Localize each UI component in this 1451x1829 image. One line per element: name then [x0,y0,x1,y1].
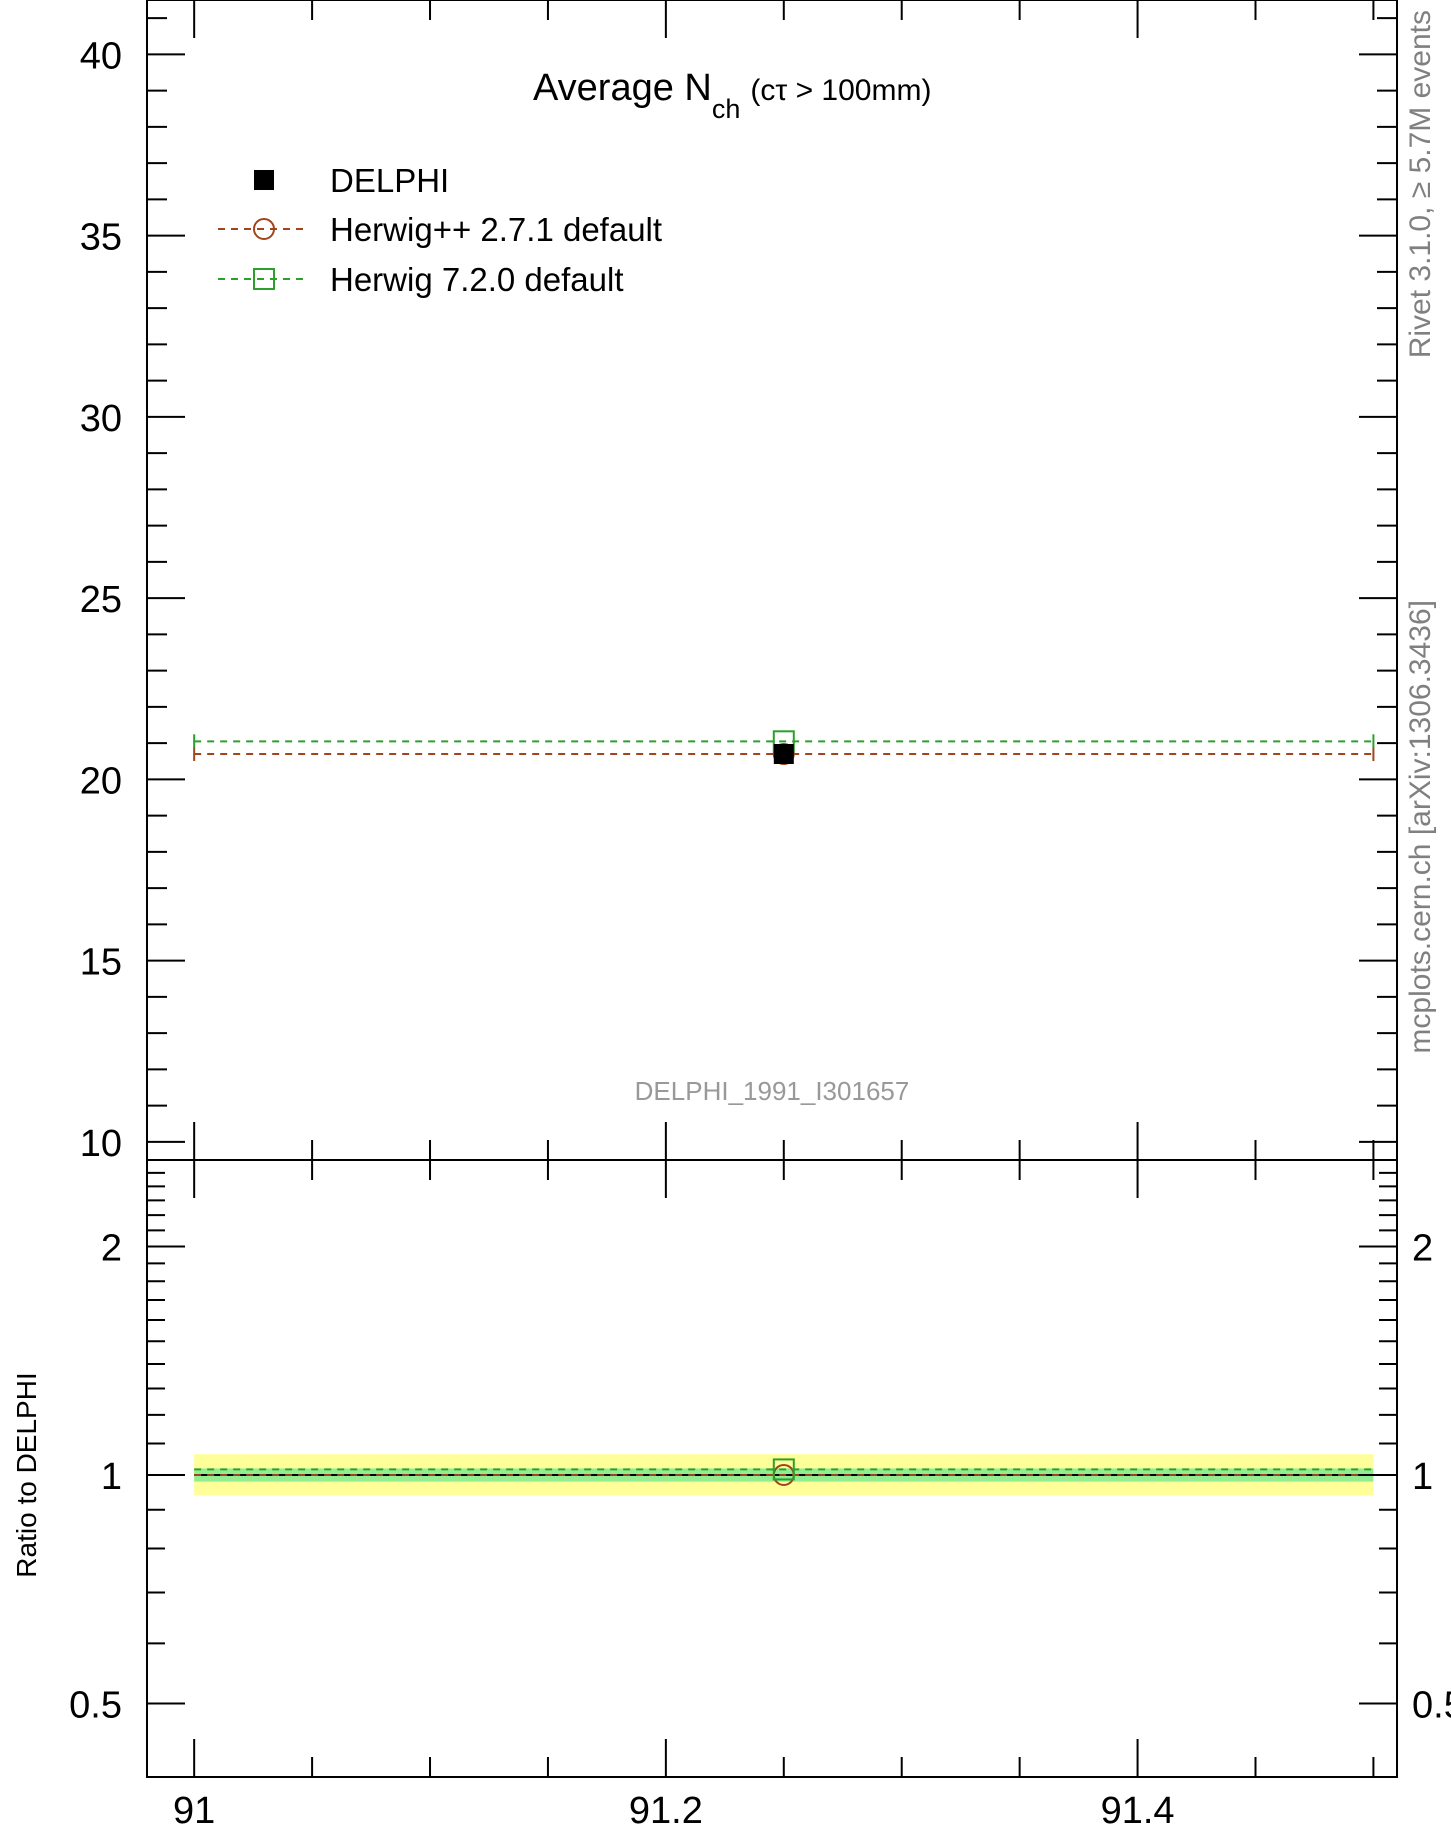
legend-label: Herwig 7.2.0 default [330,261,624,298]
ratio-ylabel: Ratio to DELPHI [11,1372,42,1577]
ratio-y-tick-label-right: 0.5 [1412,1684,1451,1726]
main-title-suffix: (cτ > 100mm) [750,74,931,107]
rivet-side-label: Rivet 3.1.0, ≥ 5.7M events [1404,10,1437,358]
mcplots-side-label: mcplots.cern.ch [arXiv:1306.3436] [1404,600,1437,1054]
legend-item: DELPHI [254,162,449,199]
legend-item: Herwig++ 2.7.1 default [218,211,662,248]
legend-marker [254,170,274,190]
analysis-label: DELPHI_1991_I301657 [635,1076,910,1106]
y-tick-label: 40 [80,35,122,77]
ratio-y-tick-label: 0.5 [69,1684,122,1726]
y-tick-label: 10 [80,1123,122,1165]
legend-label: DELPHI [330,162,449,199]
main-title-text: Average N [533,67,712,109]
main-title: Average Nch (cτ > 100mm) [533,67,931,124]
ratio-panel: 0.5 0.5 1 1 2 2 91 91.2 91.4 Ratio to DELPHI [11,1159,1451,1829]
y-tick-label: 15 [80,942,122,984]
main-panel: 10 15 20 25 30 35 40 Average Nch (cτ > 100mm) D… [80,0,1398,1165]
y-tick-label: 35 [80,217,122,259]
legend: DELPHI Herwig++ 2.7.1 default Herwig 7.2.0… [218,162,662,298]
ratio-series-1-point [772,1458,795,1481]
y-tick-label: 25 [80,579,122,621]
main-title-subscript: ch [712,94,741,124]
y-tick-label: 20 [80,760,122,802]
x-tick-label: 91.2 [629,1790,703,1829]
x-tick-label: 91 [173,1790,215,1829]
legend-marker [253,218,275,240]
legend-item: Herwig 7.2.0 default [218,261,624,298]
ratio-frame [146,1159,1398,1778]
legend-marker [253,268,275,290]
ratio-y-tick-label-right: 2 [1412,1227,1433,1269]
y-tick-label: 30 [80,398,122,440]
ratio-y-tick-label: 2 [101,1227,122,1269]
x-tick-label: 91.4 [1101,1790,1175,1829]
ratio-y-tick-label-right: 1 [1412,1456,1433,1498]
series-0-point [773,744,794,764]
ratio-y-tick-label: 1 [101,1456,122,1498]
legend-label: Herwig++ 2.7.1 default [330,211,662,248]
